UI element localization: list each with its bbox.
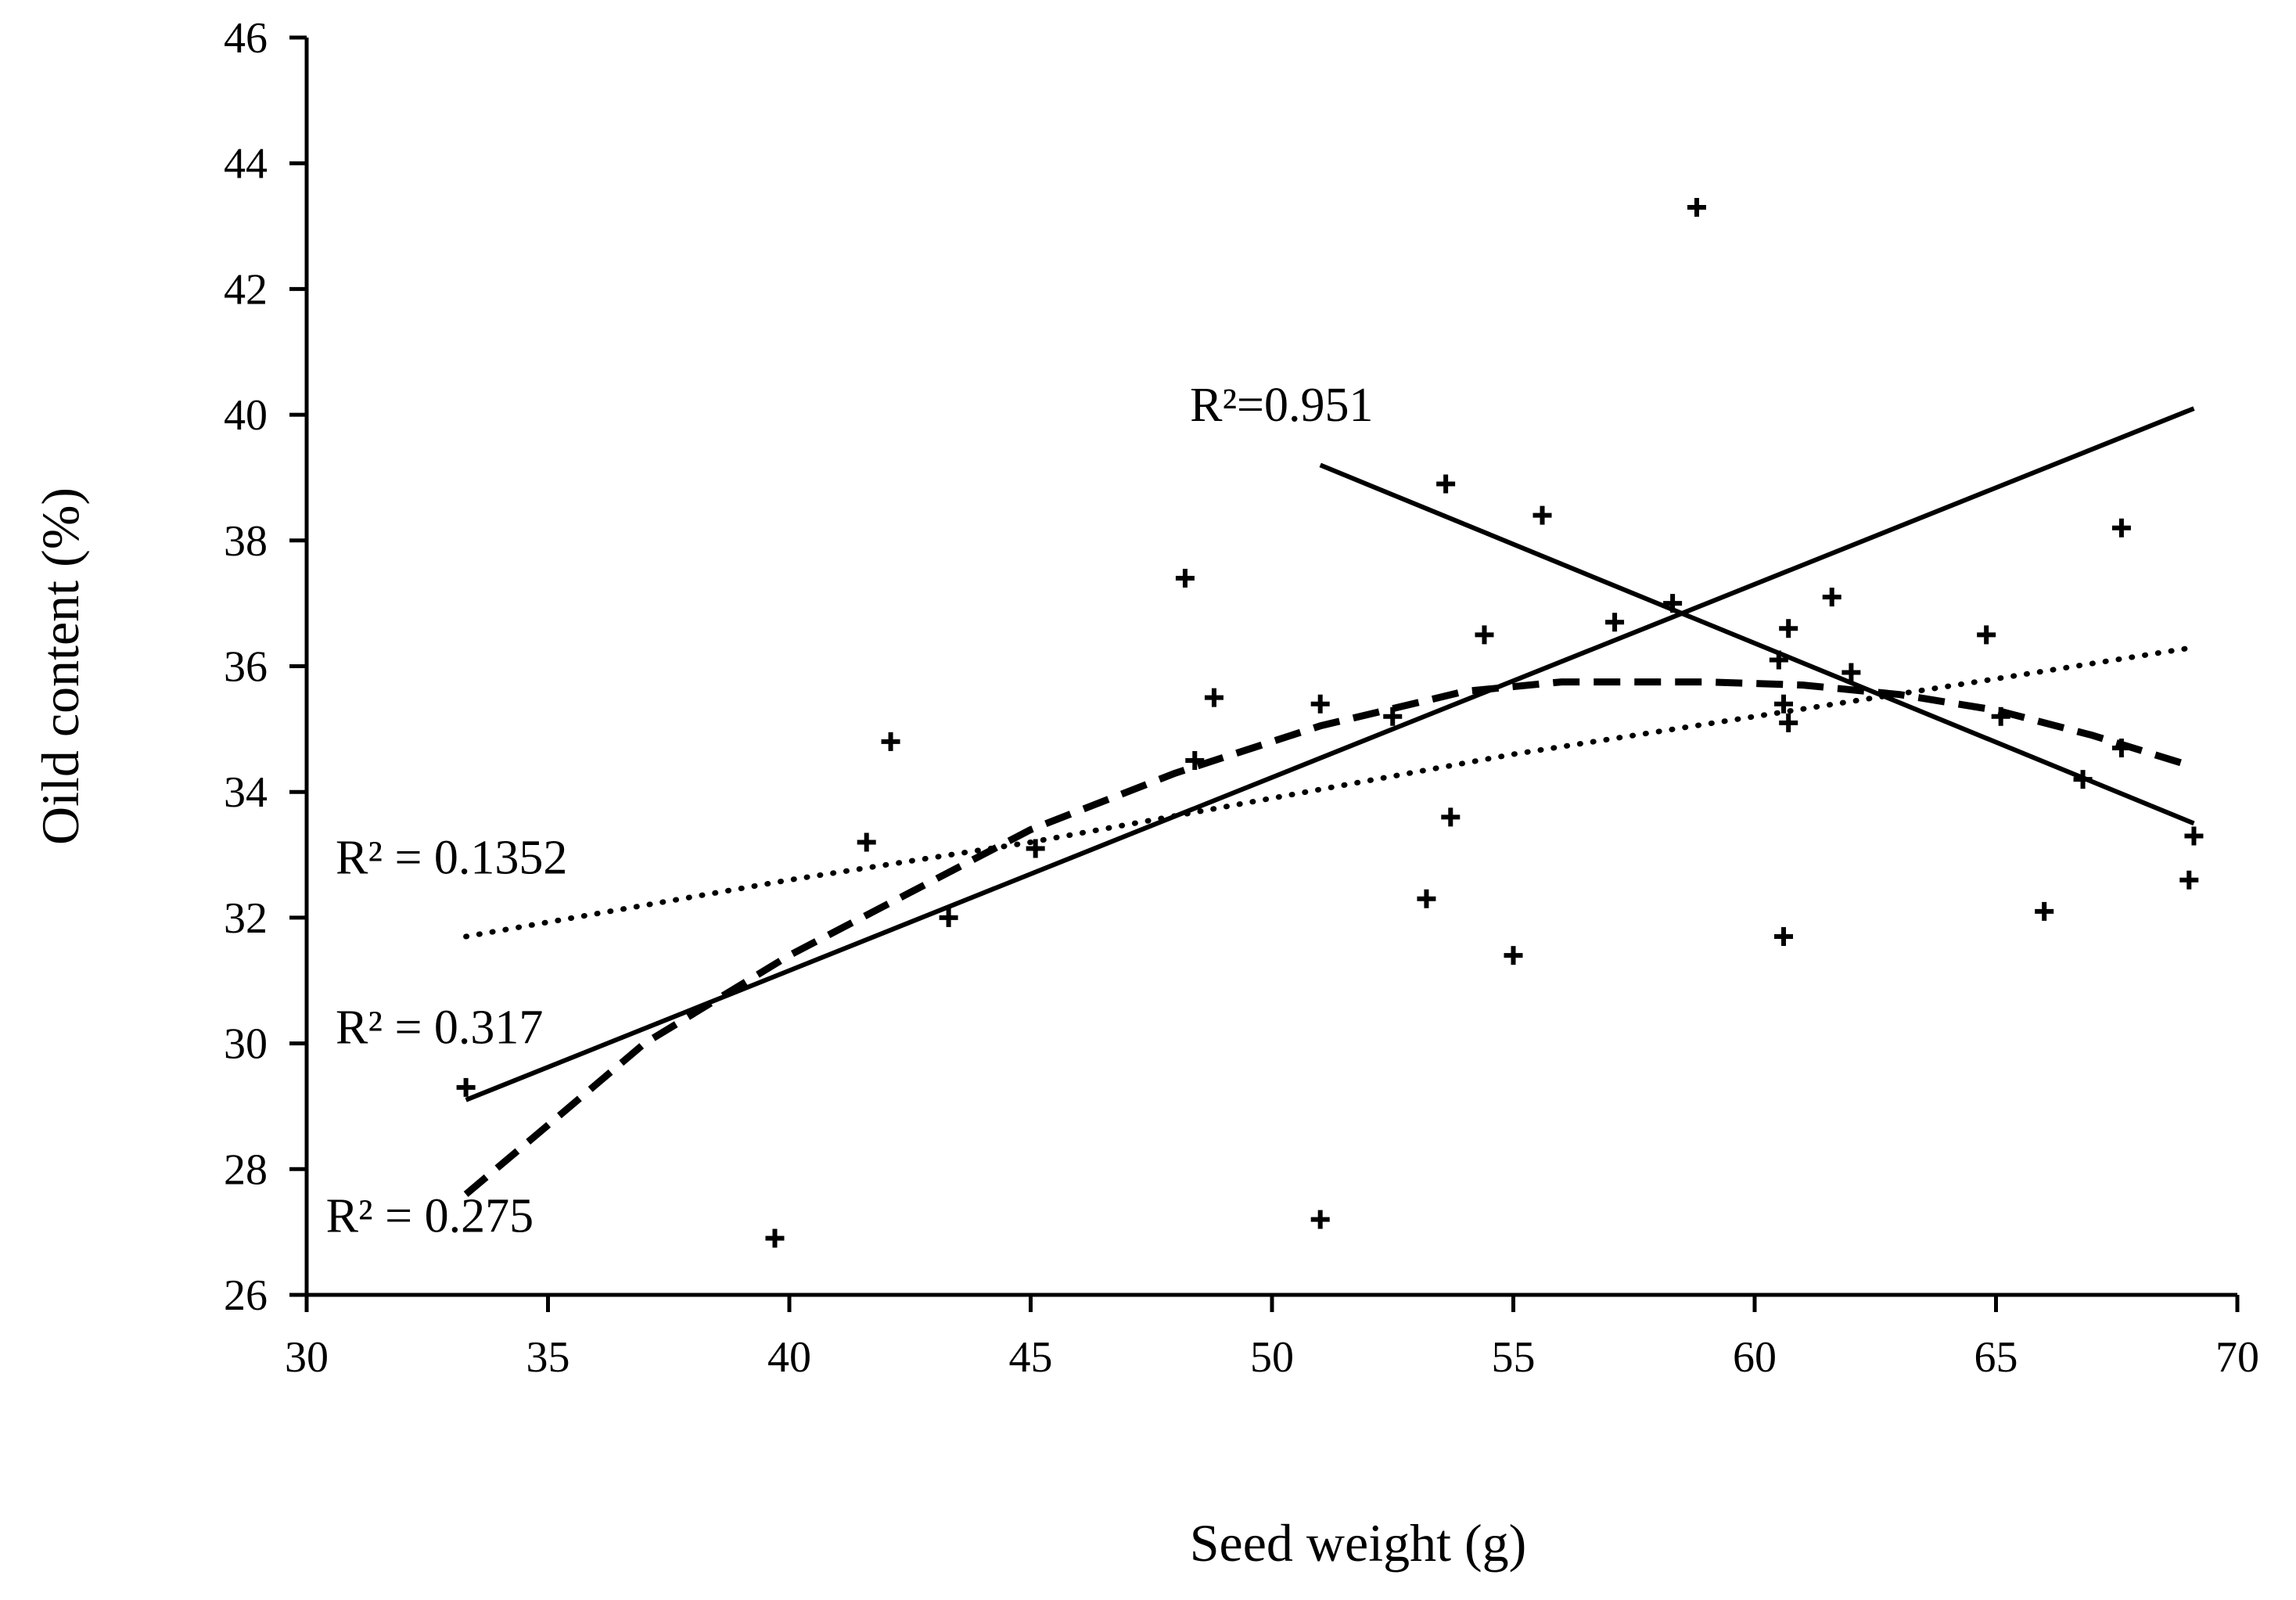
x-tick-label: 35 bbox=[526, 1333, 570, 1382]
data-point bbox=[1441, 807, 1461, 827]
r2-label: R² = 0.317 bbox=[336, 1001, 543, 1055]
data-point bbox=[1504, 946, 1523, 965]
y-tick-label: 38 bbox=[224, 517, 268, 566]
y-tick-label: 46 bbox=[224, 14, 268, 63]
data-point bbox=[1687, 197, 1706, 217]
data-point bbox=[1822, 588, 1841, 607]
data-point bbox=[1204, 688, 1223, 707]
data-point bbox=[2179, 870, 2199, 890]
y-axis-title: Oild content (%) bbox=[31, 487, 90, 845]
data-point bbox=[881, 732, 900, 751]
data-point bbox=[1175, 569, 1195, 588]
trendlines-group bbox=[463, 406, 2197, 1197]
r2-label: R² = 0.275 bbox=[326, 1190, 534, 1243]
x-tick-label: 30 bbox=[285, 1333, 329, 1382]
data-point bbox=[1185, 751, 1205, 771]
y-tick-label: 42 bbox=[224, 265, 268, 314]
data-point bbox=[1991, 707, 2010, 726]
r2-label: R² = 0.1352 bbox=[336, 832, 567, 885]
data-point bbox=[1475, 625, 1494, 645]
trendline-linear-up bbox=[465, 406, 2195, 1102]
data-point bbox=[1436, 474, 1456, 494]
x-tick-label: 55 bbox=[1492, 1333, 1536, 1382]
data-point bbox=[2184, 826, 2204, 846]
data-point bbox=[1310, 1210, 1330, 1229]
y-tick-label: 32 bbox=[224, 894, 268, 943]
data-point bbox=[939, 908, 958, 927]
x-tick-label: 40 bbox=[767, 1333, 811, 1382]
y-tick-label: 44 bbox=[224, 140, 268, 189]
data-point bbox=[2111, 738, 2131, 757]
data-point bbox=[1605, 613, 1625, 632]
trendline-labels-group: R² = 0.317 R²=0.951 R² = 0.1352 R² = 0.275 bbox=[326, 379, 1374, 1243]
x-tick-label: 50 bbox=[1250, 1333, 1294, 1382]
trendline-logarithmic bbox=[463, 644, 2197, 940]
data-point bbox=[765, 1228, 785, 1248]
axes-group bbox=[304, 38, 2237, 1297]
ticks-group: 30 35 40 45 50 55 60 65 70 26 28 30 32 34 36 38 40 42 44 46 bbox=[224, 14, 2259, 1382]
y-tick-label: 34 bbox=[224, 768, 268, 817]
x-tick-label: 70 bbox=[2215, 1333, 2259, 1382]
x-tick-label: 65 bbox=[1974, 1333, 2018, 1382]
data-point bbox=[1383, 707, 1403, 726]
data-point bbox=[1532, 505, 1552, 525]
data-point bbox=[1779, 713, 1798, 732]
points-group bbox=[456, 197, 2204, 1248]
data-point bbox=[456, 1077, 476, 1097]
data-point bbox=[2073, 770, 2093, 789]
r2-label: R²=0.951 bbox=[1190, 379, 1373, 432]
x-tick-label: 45 bbox=[1009, 1333, 1053, 1382]
data-point bbox=[1779, 619, 1798, 638]
y-tick-label: 30 bbox=[224, 1020, 268, 1069]
data-point bbox=[1769, 650, 1788, 670]
data-point bbox=[2111, 518, 2131, 538]
data-point bbox=[2035, 901, 2054, 921]
y-tick-label: 28 bbox=[224, 1145, 268, 1194]
data-point bbox=[1663, 594, 1683, 613]
data-point bbox=[1774, 694, 1794, 714]
trendline-polynomial bbox=[463, 678, 2195, 1197]
y-tick-label: 36 bbox=[224, 643, 268, 692]
x-axis-title: Seed weight (g) bbox=[1190, 1513, 1527, 1573]
y-tick-label: 26 bbox=[224, 1271, 268, 1320]
data-point bbox=[1417, 889, 1436, 908]
y-tick-label: 40 bbox=[224, 391, 268, 440]
data-point bbox=[1841, 663, 1861, 682]
data-point bbox=[1774, 927, 1794, 947]
trendline-linear-down bbox=[1319, 462, 2195, 826]
data-point bbox=[857, 832, 876, 852]
x-tick-label: 60 bbox=[1733, 1333, 1777, 1382]
data-point bbox=[1310, 694, 1330, 714]
data-point bbox=[1026, 839, 1045, 858]
data-point bbox=[1977, 625, 1996, 645]
